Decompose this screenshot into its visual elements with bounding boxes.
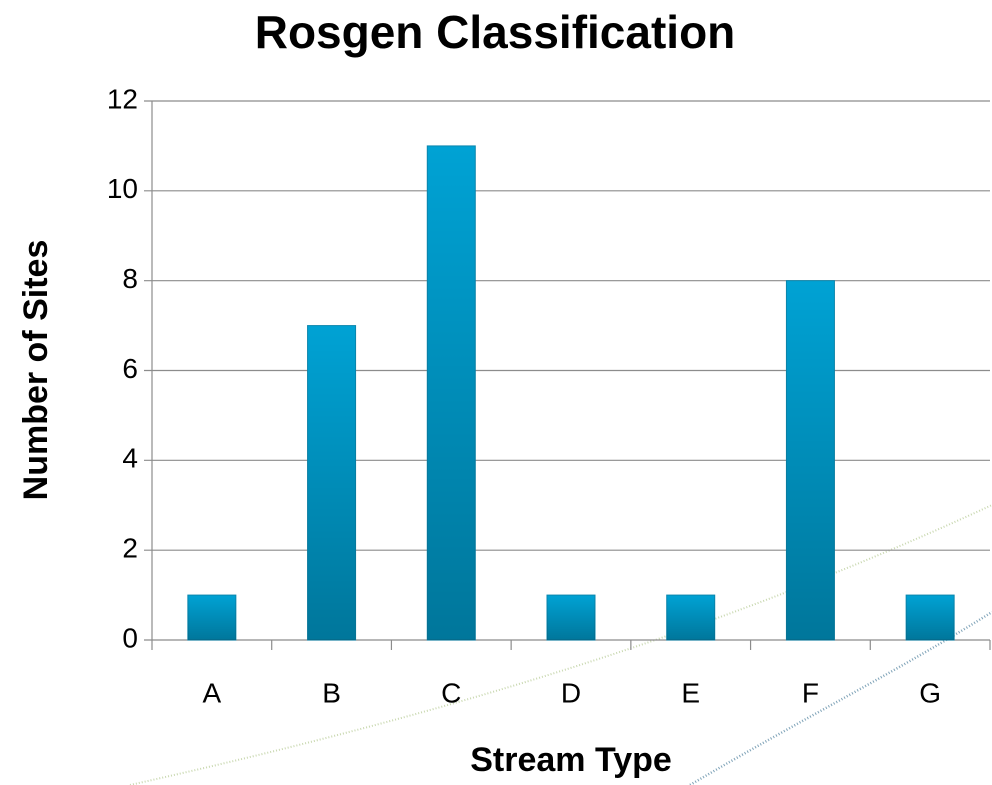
bar: [905, 594, 955, 641]
decor-curve: [129, 504, 992, 785]
x-tick-label: D: [561, 677, 581, 708]
y-tick-label: 4: [122, 443, 138, 474]
bar: [307, 325, 357, 641]
y-tick-label: 2: [122, 533, 138, 564]
bar: [187, 594, 237, 641]
y-tick-label: 0: [122, 622, 138, 653]
y-tick-label: 6: [122, 353, 138, 384]
x-axis-title: Stream Type: [470, 741, 672, 779]
x-tick-label: G: [919, 677, 941, 708]
bar: [426, 145, 476, 641]
chart-title: Rosgen Classification: [255, 6, 736, 58]
x-tick-label: A: [203, 677, 222, 708]
x-tick-label: F: [802, 677, 819, 708]
y-axis-title: Number of Sites: [17, 240, 55, 501]
x-tick-label: B: [322, 677, 341, 708]
y-tick-label: 8: [122, 263, 138, 294]
y-tick-label: 12: [107, 83, 138, 114]
x-tick-label: C: [441, 677, 461, 708]
x-tick-label: E: [681, 677, 700, 708]
y-tick-label: 10: [107, 173, 138, 204]
bar: [785, 280, 835, 641]
bar: [666, 594, 716, 641]
plot-area: 0 2 4 6 8 10 12 A B C D E F G: [107, 83, 991, 708]
bar: [546, 594, 596, 641]
